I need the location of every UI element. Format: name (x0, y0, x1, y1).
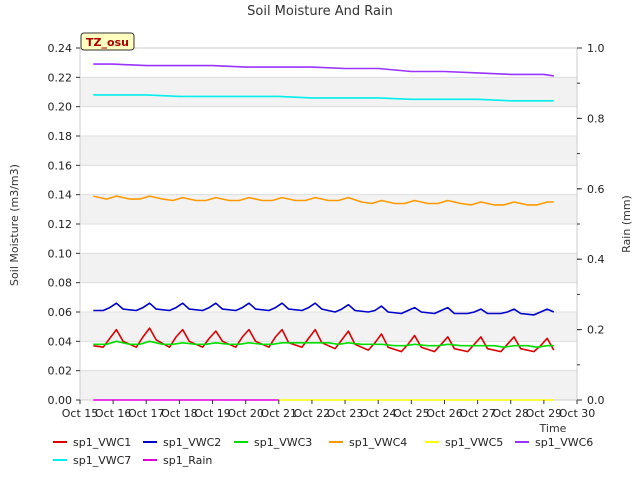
legend-label: sp1_VWC2 (163, 436, 221, 449)
y-axis-left-label: Soil Moisture (m3/m3) (8, 164, 21, 286)
y-tick-label-right: 0.6 (587, 183, 605, 196)
y-tick-label-left: 0.02 (48, 365, 73, 378)
left-y-axis: 0.00 0.02 0.04 0.06 0.08 0.10 0.12 0.14 0.16 0.18… (48, 42, 80, 407)
grid-band (80, 106, 577, 136)
grid-band (80, 136, 577, 166)
y-tick-label-left: 0.18 (48, 130, 73, 143)
legend-label: sp1_VWC6 (535, 436, 593, 449)
y-axis-right-label: Rain (mm) (620, 195, 633, 253)
legend-label: sp1_VWC1 (73, 436, 131, 449)
legend-label: sp1_Rain (163, 454, 212, 467)
y-tick-label-left: 0.14 (48, 189, 73, 202)
x-tick-label: Oct 18 (161, 407, 198, 420)
x-tick-label: Oct 17 (128, 407, 165, 420)
y-tick-label-right: 0.0 (587, 394, 605, 407)
y-tick-label-left: 0.06 (48, 306, 73, 319)
grid-band (80, 194, 577, 224)
series-line-sp1-vwc4 (93, 195, 554, 206)
grid-band (80, 282, 577, 312)
x-axis-label: Time (539, 422, 567, 435)
x-tick-label: Oct 30 (559, 407, 596, 420)
y-tick-label-right: 0.8 (587, 112, 605, 125)
y-tick-label-right: 1.0 (587, 42, 605, 55)
series-line-sp1-vwc3 (93, 340, 554, 349)
y-tick-label-left: 0.10 (48, 247, 73, 260)
y-tick-label-left: 0.00 (48, 394, 73, 407)
x-tick-label: Oct 26 (426, 407, 463, 420)
x-tick-label: Oct 16 (95, 407, 132, 420)
legend-label: sp1_VWC7 (73, 454, 131, 467)
site-badge-box (80, 32, 135, 51)
y-tick-label-left: 0.24 (48, 42, 73, 55)
right-y-axis: 0.0 0.2 0.4 0.6 0.8 1.0 (577, 42, 605, 407)
grid-band (80, 48, 577, 78)
y-tick-label-right: 0.4 (587, 253, 605, 266)
series-line-sp1-vwc2 (93, 302, 555, 316)
legend-label: sp1_VWC4 (349, 436, 407, 449)
y-tick-label-left: 0.12 (48, 218, 73, 231)
y-tick-label-left: 0.16 (48, 159, 73, 172)
x-tick-label: Oct 19 (194, 407, 231, 420)
y-tick-label-right: 0.2 (587, 324, 605, 337)
x-tick-label: Oct 24 (360, 407, 397, 420)
x-tick-label: Oct 22 (294, 407, 331, 420)
x-tick-label: Oct 27 (459, 407, 496, 420)
x-tick-label: Oct 29 (526, 407, 563, 420)
series-line-sp1-vwc7 (93, 94, 554, 102)
grid-band (80, 312, 577, 342)
grid-band (80, 253, 577, 283)
y-tick-label-left: 0.08 (48, 277, 73, 290)
y-tick-label-left: 0.22 (48, 71, 73, 84)
x-tick-label: Oct 23 (327, 407, 364, 420)
series-layer (93, 63, 555, 401)
series-line-sp1-vwc6 (93, 63, 554, 77)
y-tick-label-left: 0.04 (48, 335, 73, 348)
grid-band (80, 224, 577, 254)
grid-band (80, 165, 577, 195)
x-tick-label: Oct 20 (227, 407, 264, 420)
x-tick-label: Oct 25 (393, 407, 430, 420)
y-tick-label-left: 0.20 (48, 101, 73, 114)
legend-label: sp1_VWC3 (254, 436, 312, 449)
x-tick-label: Oct 21 (261, 407, 298, 420)
grid-band (80, 370, 577, 400)
x-tick-label: Oct 15 (62, 407, 99, 420)
chart-title: Soil Moisture And Rain (247, 4, 393, 19)
legend-label: sp1_VWC5 (445, 436, 503, 449)
legend: sp1_VWC1 sp1_VWC2 sp1_VWC3 sp1_VWC4 sp1_VWC5… (53, 436, 593, 467)
site-badge-label: TZ_osu (86, 36, 129, 49)
grid-band (80, 77, 577, 107)
site-badge: TZ_osu (80, 32, 135, 51)
x-tick-label: Oct 28 (492, 407, 529, 420)
